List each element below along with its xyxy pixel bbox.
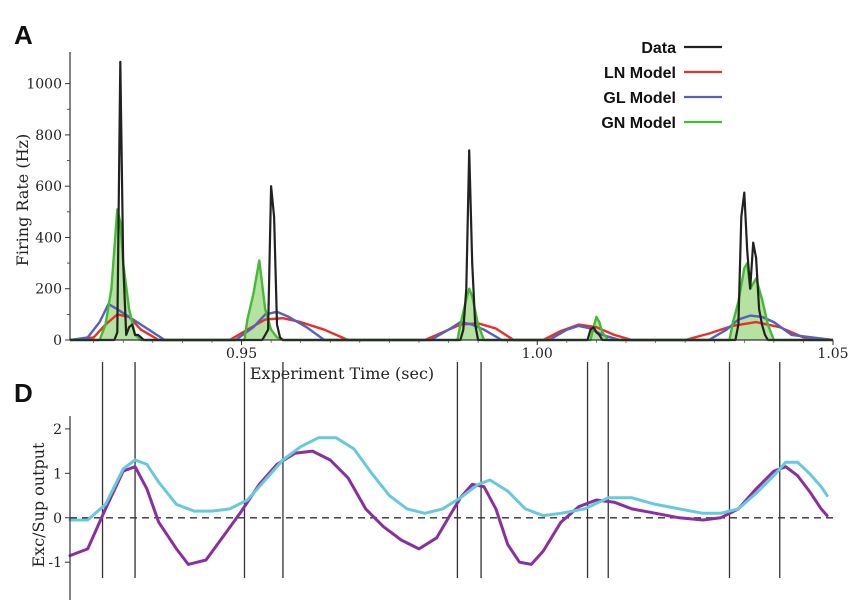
panel-a-y-tick-label: 400: [35, 230, 62, 246]
panel-a-xlabel: Experiment Time (sec): [250, 364, 434, 383]
panel-d-axes: -1 0 1 2: [48, 416, 71, 600]
panel-a-axes: 0 200 400 600 800 1000 0.95 1.00 1.05: [26, 52, 849, 362]
series-line-data: [70, 60, 833, 342]
panel-a-x-tick-label: 0.95: [226, 346, 257, 362]
panel-a-y-tick-label: 1000: [26, 77, 62, 93]
panel-d-y-tick-label: 2: [53, 422, 62, 438]
legend: Data LN Model GL Model GN Model: [601, 40, 722, 132]
legend-label-ln: LN Model: [604, 65, 676, 82]
legend-label-data: Data: [641, 40, 676, 57]
gn-model-fill-layer: [70, 209, 833, 340]
panel-a-x-tick-label: 1.00: [522, 346, 553, 362]
series-line-gl-model: [69, 302, 834, 342]
panel-a-y-tick-label: 800: [35, 128, 62, 144]
panel-d-y-tick-label: 1: [53, 466, 62, 482]
legend-label-gn: GN Model: [601, 115, 676, 132]
panel-a-y-tick-label: 200: [35, 282, 62, 298]
gn-model-fill-area: [70, 209, 833, 340]
panel-d-letter: D: [14, 378, 33, 408]
panel-d-y-tick-label: -1: [48, 555, 62, 571]
panel-a-series-layer: [69, 60, 834, 342]
panel-d-ylabel: Exc/Sup output: [29, 442, 48, 568]
suppressive-output-line: [68, 436, 829, 522]
series-line-gn-model: [70, 208, 833, 342]
panel-d-series-layer: [68, 436, 829, 566]
panel-a-ylabel: Firing Rate (Hz): [13, 134, 32, 266]
panel-a-y-tick-label: 0: [53, 333, 62, 349]
spike-markers-layer: [101, 362, 781, 578]
legend-label-gl: GL Model: [603, 90, 676, 107]
panel-a-x-tick-label: 1.05: [817, 346, 848, 362]
panel-a-letter: A: [14, 20, 33, 50]
panel-a-y-tick-label: 600: [35, 179, 62, 195]
panel-d-y-tick-label: 0: [53, 511, 62, 527]
